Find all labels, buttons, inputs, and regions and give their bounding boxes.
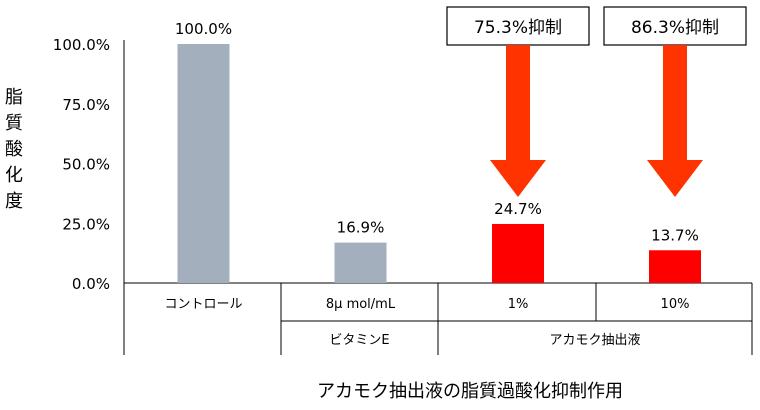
y-axis-label-char: 脂 [5,87,23,108]
y-tick-label: 50.0% [62,156,110,174]
bar [492,223,544,283]
y-axis-label-char: 度 [5,191,23,212]
bar [334,242,387,283]
y-tick-label: 100.0% [53,36,110,54]
y-axis-ticks: 0.0% 25.0% 50.0% 75.0% 100.0% [53,36,110,293]
down-arrow-icon [647,45,703,197]
data-label: 100.0% [175,20,232,38]
data-label: 13.7% [651,226,699,244]
category-label: 1% [508,297,529,312]
bar [649,250,701,283]
callout-text: 86.3%抑制 [631,18,719,38]
y-tick-label: 75.0% [62,96,110,114]
y-tick-label: 25.0% [62,215,110,233]
group-label: ビタミンE [329,333,389,348]
callout-box [446,6,590,46]
y-axis-label-char: 質 [5,113,23,134]
data-label: 16.9% [337,219,385,237]
chart-caption: アカモク抽出液の脂質過酸化抑制作用 [317,381,623,402]
bars [177,44,701,283]
category-label: 10% [661,297,690,312]
down-arrow-icon [490,45,546,197]
data-labels: 100.0% 16.9% 24.7% 13.7% [175,20,699,244]
y-axis-label-char: 酸 [5,139,23,160]
category-label: 8μ mol/mL [326,297,396,312]
annotations: 75.3%抑制 86.3%抑制 [446,6,747,197]
bar [177,44,230,283]
data-label: 24.7% [494,200,542,218]
y-tick-label: 0.0% [72,275,110,293]
category-table: コントロール 8μ mol/mL 1% 10% ビタミンE アカモク抽出液 [164,297,689,348]
callout-text: 75.3%抑制 [474,18,562,38]
category-label: コントロール [164,297,242,312]
y-axis-label-char: 化 [5,165,23,186]
group-label: アカモク抽出液 [549,333,640,348]
